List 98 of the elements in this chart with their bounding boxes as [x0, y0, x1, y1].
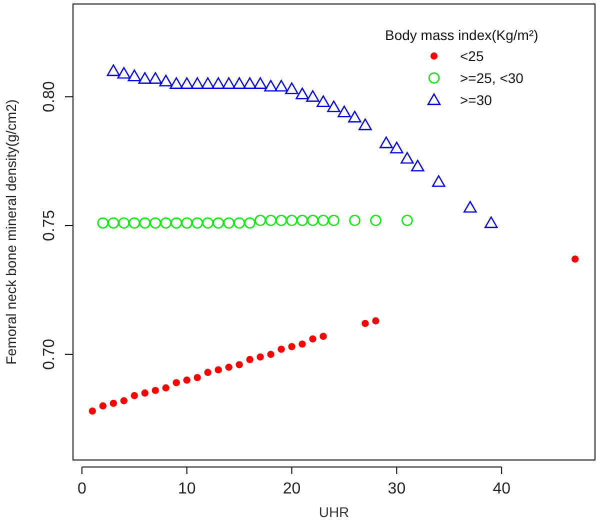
point: [274, 80, 288, 92]
point: [276, 214, 287, 226]
point: [118, 217, 130, 229]
point: [183, 376, 190, 384]
point: [225, 364, 232, 371]
point: [358, 118, 372, 130]
point: [338, 106, 351, 118]
legend-title: Body mass index(Kg/m²): [385, 27, 538, 43]
point: [243, 77, 256, 89]
point: [320, 332, 327, 340]
point: [254, 77, 267, 89]
point: [484, 216, 498, 228]
point: [138, 72, 152, 84]
point: [246, 356, 254, 364]
point: [370, 214, 382, 226]
point: [214, 366, 222, 374]
point: [244, 217, 256, 229]
x-tick-label: 30: [388, 480, 406, 498]
y-tick-label: 0.75: [41, 210, 58, 242]
point: [400, 152, 414, 164]
point: [128, 217, 140, 229]
point: [296, 88, 309, 100]
point: [222, 77, 236, 89]
point: [571, 255, 579, 263]
legend-label: <25: [460, 48, 484, 64]
point: [99, 402, 107, 410]
point: [256, 353, 264, 361]
point: [170, 217, 182, 229]
point: [254, 214, 266, 226]
point: [232, 77, 246, 89]
point: [181, 217, 192, 229]
point: [152, 386, 159, 394]
point: [170, 77, 183, 89]
point: [265, 214, 276, 226]
point: [296, 214, 308, 226]
point: [464, 200, 477, 213]
legend-label: >=25, <30: [460, 70, 524, 86]
point: [309, 335, 316, 343]
point: [190, 77, 204, 89]
point: [162, 384, 170, 392]
point: [120, 397, 128, 404]
point: [390, 142, 404, 154]
point: [286, 214, 298, 226]
point: [411, 160, 424, 172]
point: [328, 214, 340, 226]
point: [349, 214, 360, 226]
point: [97, 217, 109, 229]
point: [285, 82, 298, 94]
point: [108, 217, 120, 229]
point: [117, 67, 131, 79]
point: [212, 217, 224, 229]
point: [194, 374, 201, 382]
point: [362, 320, 369, 328]
point: [432, 175, 446, 187]
point: [380, 136, 393, 148]
point: [234, 217, 245, 229]
point: [128, 70, 142, 82]
point: [139, 217, 151, 229]
point: [223, 217, 234, 229]
x-tick-label: 0: [77, 480, 86, 498]
point: [278, 346, 285, 353]
point: [316, 95, 330, 107]
x-tick-label: 40: [492, 480, 511, 498]
point: [172, 379, 180, 386]
point: [267, 350, 274, 358]
point: [141, 389, 148, 397]
point: [318, 214, 329, 226]
y-axis-title: Femoral neck bone mineral density(g/cm2): [3, 99, 19, 365]
point: [298, 340, 306, 348]
point: [180, 77, 194, 89]
point: [160, 217, 172, 229]
point: [402, 214, 413, 226]
point: [288, 343, 296, 350]
point: [150, 217, 162, 229]
point: [159, 74, 172, 86]
point: [201, 77, 214, 89]
x-tick-label: 10: [178, 480, 196, 498]
y-tick-label: 0.80: [41, 81, 58, 112]
point: [148, 72, 162, 84]
point: [192, 217, 203, 229]
legend-label: >=30: [460, 92, 492, 108]
point: [307, 214, 318, 226]
y-tick-label: 0.70: [41, 338, 58, 370]
point: [327, 100, 340, 112]
point: [236, 361, 243, 368]
point: [204, 368, 212, 376]
point: [306, 90, 320, 102]
point: [348, 110, 362, 122]
x-axis-title: UHR: [318, 504, 350, 520]
point: [130, 392, 138, 400]
point: [106, 64, 120, 76]
x-tick-label: 20: [282, 480, 301, 498]
point: [202, 217, 214, 229]
point: [372, 317, 380, 324]
point: [264, 80, 278, 92]
point: [110, 400, 117, 407]
point: [88, 407, 96, 415]
point: [212, 77, 225, 89]
